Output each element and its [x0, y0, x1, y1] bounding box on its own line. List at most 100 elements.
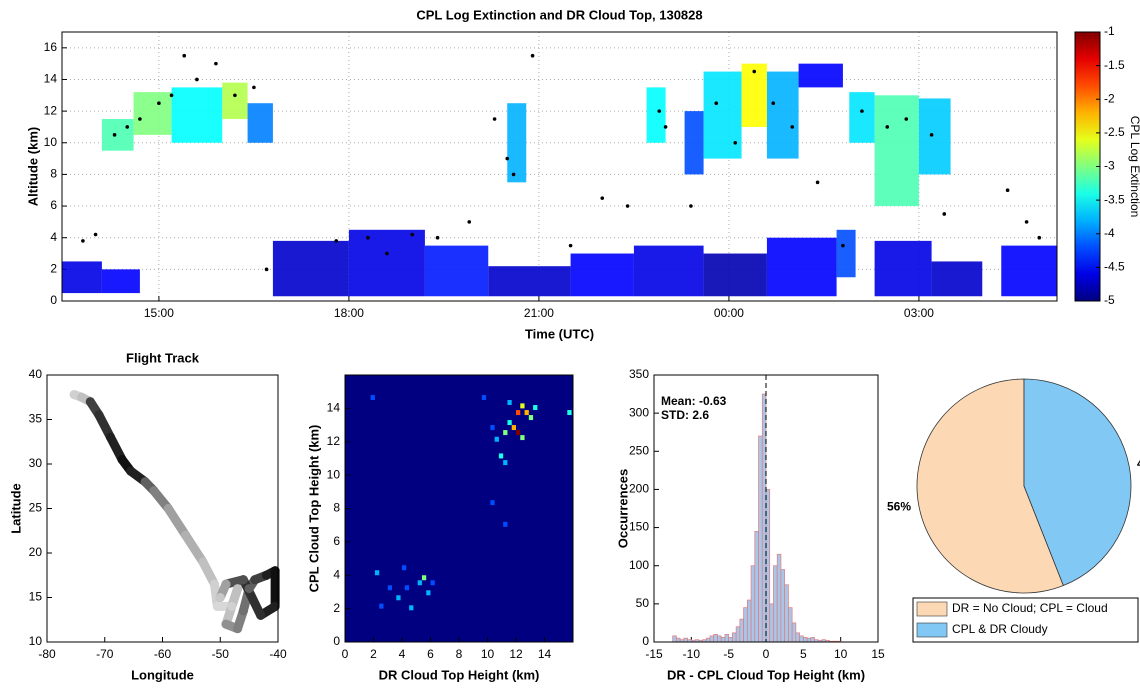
extinction-cell	[272, 240, 349, 297]
cloud-top-point	[252, 85, 256, 90]
y-axis-label: Occurrences	[615, 469, 630, 549]
track-point	[209, 579, 219, 589]
cloud-top-point	[663, 125, 668, 129]
extinction-cell	[424, 245, 489, 297]
heatmap-cell	[379, 603, 384, 609]
y-tick-label: 40	[29, 367, 43, 381]
colorbar-tick-label: -4.5	[1104, 260, 1125, 274]
heatmap-cell	[430, 580, 435, 586]
y-tick-label: 6	[50, 198, 57, 212]
histogram-bar	[720, 637, 726, 643]
histogram-bar	[788, 607, 793, 643]
legend-swatch	[916, 601, 948, 617]
heatmap-cell	[490, 425, 495, 431]
plot-area	[345, 375, 573, 642]
extinction-cell	[101, 269, 140, 294]
x-tick-label: -70	[96, 647, 114, 661]
heatmap-cell	[524, 410, 529, 416]
x-axis-label: DR - CPL Cloud Top Height (km)	[667, 667, 865, 682]
y-tick-label: 16	[44, 40, 58, 54]
histogram-bar	[765, 489, 771, 643]
axes-frame	[46, 374, 279, 643]
heatmap-cell	[417, 580, 422, 586]
colorbar-tick-label: -1	[1104, 24, 1115, 38]
heatmap-cell	[516, 430, 521, 436]
cloud-top-point	[752, 69, 757, 74]
track-point	[244, 584, 254, 594]
cloud-top-point	[169, 93, 174, 98]
cloud-top-point	[600, 196, 605, 200]
x-tick-label: 15	[871, 647, 885, 661]
y-tick-label: 100	[629, 558, 649, 572]
histogram-bar	[732, 632, 737, 643]
cloud-top-point	[1005, 188, 1010, 193]
extinction-cell	[849, 92, 875, 143]
y-axis-label: Latitude	[8, 483, 23, 534]
track-point	[106, 432, 116, 442]
y-axis-label: CPL Cloud Top Height (km)	[306, 425, 321, 593]
cloud-top-point	[125, 125, 130, 129]
heatmap-cell	[520, 403, 525, 409]
y-tick-label: 4	[333, 567, 340, 581]
axes-frame	[653, 374, 879, 643]
y-tick-label: 12	[327, 434, 341, 448]
x-tick-label: -80	[38, 647, 56, 661]
colorbar-tick-label: -2.5	[1104, 125, 1125, 139]
heatmap-cell	[494, 436, 499, 442]
legend-swatch	[916, 622, 948, 638]
cloud-top-point	[568, 243, 573, 248]
cloud-top-point	[860, 109, 864, 113]
colorbar	[1074, 31, 1101, 302]
cloud-top-point	[790, 125, 795, 129]
cloud-top-point	[81, 239, 85, 243]
heatmap-cell	[374, 570, 380, 576]
track-point	[69, 390, 79, 400]
axes-frame	[61, 31, 1058, 302]
x-tick-label: 15:00	[144, 306, 174, 320]
heatmap-cell	[520, 435, 525, 441]
heatmap-cell	[516, 410, 521, 416]
y-tick-label: 14	[44, 72, 58, 86]
track-segment	[181, 530, 208, 567]
y-tick-label: 10	[44, 135, 58, 149]
y-tick-label: 0	[333, 634, 340, 648]
extinction-cell	[1001, 245, 1057, 297]
heatmap-cell	[404, 585, 410, 591]
x-tick-label: 0	[763, 647, 770, 661]
cloud-top-point	[138, 117, 142, 121]
histogram-bar	[683, 637, 688, 643]
track-point	[227, 601, 237, 611]
x-tick-label: -40	[269, 647, 287, 661]
colorbar-tick-label: -3	[1104, 159, 1115, 173]
heatmap-cell	[567, 410, 572, 416]
annotation: Mean: -0.63	[661, 394, 727, 408]
x-tick-label: 12	[509, 647, 523, 661]
track-point	[117, 455, 127, 465]
extinction-cell	[348, 229, 425, 297]
extinction-cell	[101, 119, 134, 151]
y-tick-label: 350	[629, 367, 649, 381]
extinction-cell	[684, 111, 704, 175]
track-point	[85, 397, 95, 407]
y-tick-label: 0	[642, 634, 649, 648]
heatmap-cell	[503, 521, 508, 527]
x-tick-label: -10	[683, 647, 701, 661]
histogram-bar	[761, 393, 767, 643]
histogram-bar	[672, 635, 677, 643]
x-tick-label: -60	[154, 647, 172, 661]
y-tick-label: 4	[50, 230, 57, 244]
pie-slice	[1023, 378, 1132, 587]
histogram-bar	[802, 637, 808, 643]
cloud-top-point	[385, 251, 389, 256]
colorbar-tick-label: -3.5	[1104, 192, 1125, 206]
x-tick-label: 03:00	[904, 306, 934, 320]
heatmap-cell	[528, 415, 534, 421]
x-tick-label: 4	[399, 647, 406, 661]
colorbar-tick-label: -1.5	[1104, 58, 1125, 72]
track-point	[215, 593, 225, 602]
histogram-bar	[750, 565, 756, 643]
track-point	[233, 624, 243, 634]
y-tick-label: 0	[50, 293, 57, 307]
cloud-top-point	[467, 220, 472, 224]
